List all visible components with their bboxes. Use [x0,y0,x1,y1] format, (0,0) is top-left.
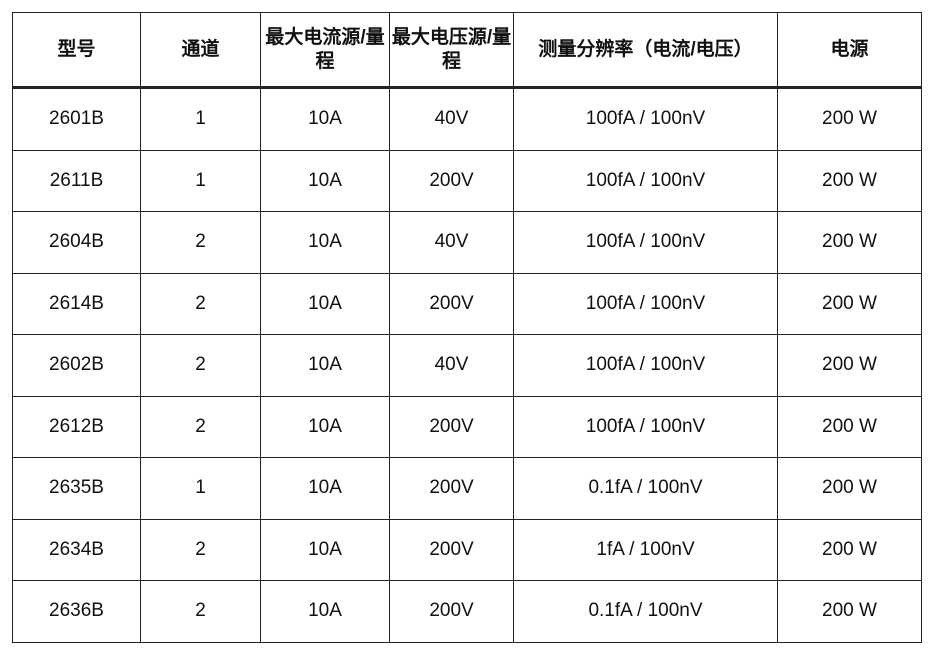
cell-power: 200 W [777,149,922,212]
cell-resolution: 100fA / 100nV [513,149,778,212]
cell-channels: 1 [140,457,261,520]
cell-channels: 2 [140,211,261,274]
header-row: 型号 通道 最大电流源/量程 最大电压源/量程 测量分辨率（电流/电压） 电源 [12,12,922,89]
cell-channels: 2 [140,272,261,335]
cell-model: 2614B [12,272,141,335]
cell-model: 2601B [12,87,141,151]
cell-power: 200 W [777,457,922,520]
cell-max-current: 10A [260,395,390,458]
cell-channels: 1 [140,149,261,212]
header-channels: 通道 [140,12,261,89]
table-row: 2634B 2 10A 200V 1fA / 100nV 200 W [12,518,922,581]
cell-channels: 2 [140,395,261,458]
cell-power: 200 W [777,87,922,151]
cell-resolution: 1fA / 100nV [513,518,778,581]
cell-max-voltage: 40V [389,334,514,397]
cell-max-current: 10A [260,272,390,335]
table-row: 2612B 2 10A 200V 100fA / 100nV 200 W [12,395,922,458]
header-model: 型号 [12,12,141,89]
cell-max-current: 10A [260,334,390,397]
table-row: 2602B 2 10A 40V 100fA / 100nV 200 W [12,334,922,397]
table-row: 2601B 1 10A 40V 100fA / 100nV 200 W [12,87,922,151]
cell-max-voltage: 200V [389,272,514,335]
cell-channels: 2 [140,334,261,397]
cell-power: 200 W [777,580,922,643]
cell-channels: 2 [140,518,261,581]
table-row: 2604B 2 10A 40V 100fA / 100nV 200 W [12,211,922,274]
cell-resolution: 100fA / 100nV [513,87,778,151]
cell-max-current: 10A [260,87,390,151]
cell-resolution: 100fA / 100nV [513,334,778,397]
cell-max-voltage: 200V [389,149,514,212]
header-resolution: 测量分辨率（电流/电压） [513,12,778,89]
cell-max-voltage: 200V [389,457,514,520]
table-row: 2636B 2 10A 200V 0.1fA / 100nV 200 W [12,580,922,643]
cell-max-current: 10A [260,518,390,581]
cell-power: 200 W [777,334,922,397]
table-row: 2611B 1 10A 200V 100fA / 100nV 200 W [12,149,922,212]
cell-model: 2602B [12,334,141,397]
cell-channels: 1 [140,87,261,151]
table-row: 2614B 2 10A 200V 100fA / 100nV 200 W [12,272,922,335]
cell-resolution: 0.1fA / 100nV [513,580,778,643]
cell-model: 2634B [12,518,141,581]
spec-table: 型号 通道 最大电流源/量程 最大电压源/量程 测量分辨率（电流/电压） 电源 … [12,12,922,643]
cell-max-voltage: 200V [389,518,514,581]
cell-max-current: 10A [260,580,390,643]
cell-model: 2636B [12,580,141,643]
cell-model: 2612B [12,395,141,458]
table-row: 2635B 1 10A 200V 0.1fA / 100nV 200 W [12,457,922,520]
cell-max-current: 10A [260,149,390,212]
cell-max-voltage: 200V [389,395,514,458]
cell-power: 200 W [777,272,922,335]
cell-resolution: 100fA / 100nV [513,211,778,274]
cell-model: 2604B [12,211,141,274]
cell-max-voltage: 40V [389,211,514,274]
cell-max-voltage: 200V [389,580,514,643]
header-max-voltage: 最大电压源/量程 [389,12,514,89]
cell-power: 200 W [777,395,922,458]
cell-power: 200 W [777,518,922,581]
cell-channels: 2 [140,580,261,643]
cell-resolution: 100fA / 100nV [513,272,778,335]
cell-model: 2635B [12,457,141,520]
cell-max-current: 10A [260,457,390,520]
cell-resolution: 100fA / 100nV [513,395,778,458]
header-power: 电源 [777,12,922,89]
header-max-current: 最大电流源/量程 [260,12,390,89]
cell-max-voltage: 40V [389,87,514,151]
cell-max-current: 10A [260,211,390,274]
cell-power: 200 W [777,211,922,274]
cell-model: 2611B [12,149,141,212]
cell-resolution: 0.1fA / 100nV [513,457,778,520]
